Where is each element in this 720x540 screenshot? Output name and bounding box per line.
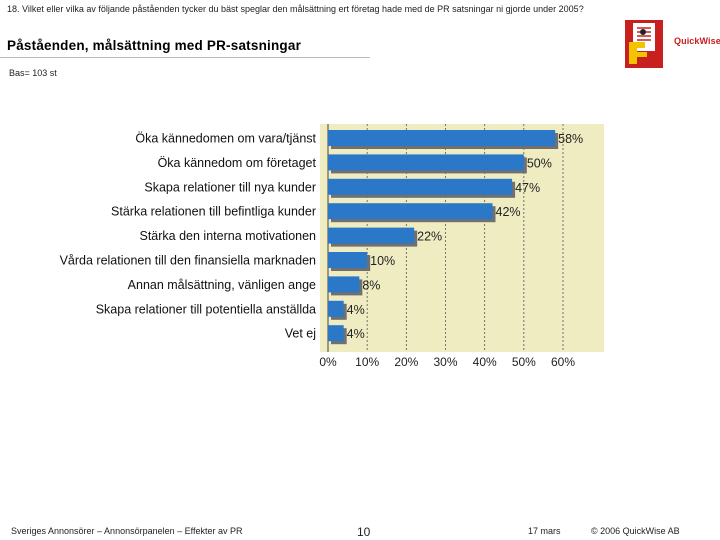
x-tick-label: 60% xyxy=(551,355,575,369)
bar xyxy=(328,276,360,293)
category-label: Öka kännedom om företaget xyxy=(158,156,317,170)
value-label: 4% xyxy=(347,303,365,317)
category-label: Skapa relationer till nya kunder xyxy=(144,180,316,194)
x-tick-labels: 0% 10% 20% 30% 40% 50% 60% xyxy=(319,355,575,369)
page-title: Påståenden, målsättning med PR-satsninga… xyxy=(7,38,302,53)
base-count: Bas= 103 st xyxy=(9,68,57,78)
footer-date: 17 mars xyxy=(528,526,561,536)
category-label: Stärka den interna motivationen xyxy=(140,229,317,243)
category-label: Vårda relationen till den finansiella ma… xyxy=(60,254,316,268)
bar xyxy=(328,154,524,171)
page-number: 10 xyxy=(357,525,371,539)
value-label: 47% xyxy=(515,181,540,195)
x-tick-label: 40% xyxy=(473,355,497,369)
footer-source: Sveriges Annonsörer – Annonsörpanelen – … xyxy=(11,526,243,536)
bar xyxy=(328,203,493,220)
bar xyxy=(328,227,415,244)
category-label: Vet ej xyxy=(285,327,316,341)
value-label: 42% xyxy=(496,205,521,219)
title-divider xyxy=(0,57,370,58)
bar-series xyxy=(328,130,559,345)
category-label: Annan målsättning, vänligen ange xyxy=(128,278,316,292)
logo-text: QuickWise xyxy=(674,36,720,46)
category-label: Öka kännedomen om vara/tjänst xyxy=(135,132,316,146)
value-label: 50% xyxy=(527,156,552,170)
question-text: 18. Vilket eller vilka av följande påstå… xyxy=(7,4,584,14)
category-label: Stärka relationen till befintliga kunder xyxy=(111,205,316,219)
value-labels: 58% 50% 47% 42% 22% 10% 8% 4% 4% xyxy=(347,132,584,341)
x-tick-label: 30% xyxy=(433,355,457,369)
x-tick-label: 50% xyxy=(512,355,536,369)
quickwise-logo-icon xyxy=(625,20,663,68)
category-label: Skapa relationer till potentiella anstäl… xyxy=(96,302,316,316)
value-label: 58% xyxy=(558,132,583,146)
bar xyxy=(328,300,344,317)
x-tick-label: 20% xyxy=(394,355,418,369)
bar xyxy=(328,252,368,268)
bar xyxy=(328,130,556,146)
bar xyxy=(328,325,344,342)
x-tick-label: 0% xyxy=(319,355,337,369)
footer-copyright: © 2006 QuickWise AB xyxy=(591,526,680,536)
value-label: 22% xyxy=(417,230,442,244)
bar xyxy=(328,178,513,195)
value-label: 10% xyxy=(370,254,395,268)
category-labels: Öka kännedomen om vara/tjänst Öka kännedo… xyxy=(60,132,317,341)
x-tick-label: 10% xyxy=(355,355,379,369)
value-label: 4% xyxy=(347,327,365,341)
value-label: 8% xyxy=(362,278,380,292)
